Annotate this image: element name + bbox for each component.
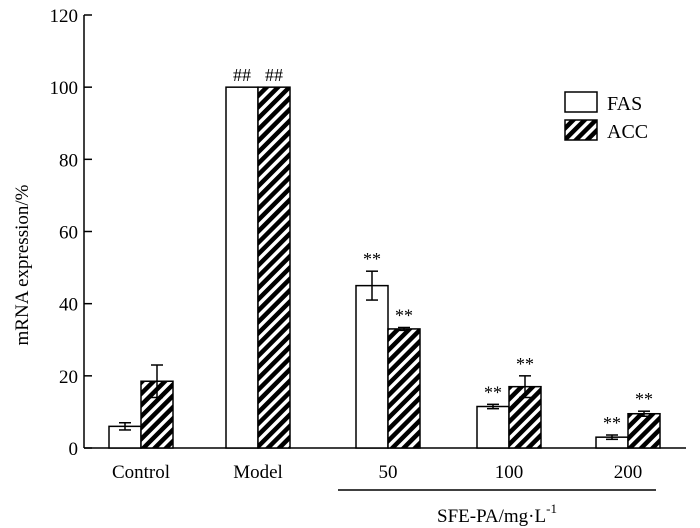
bar-acc [387,328,421,449]
significance-marker: ** [484,382,502,402]
group-label: SFE-PA/mg·L-1 [437,501,557,527]
significance-marker: ** [395,305,413,325]
significance-marker: ** [516,354,534,374]
significance-marker: ## [265,65,283,85]
x-tick-label: 200 [614,462,643,483]
significance-marker: ## [233,65,251,85]
bar-fas [476,405,510,449]
y-tick-label: 40 [59,295,78,316]
legend-label-fas: FAS [607,93,642,115]
bar-fas [225,86,259,449]
y-tick-label: 80 [59,150,78,171]
bar-acc [627,412,661,449]
group-label-main: SFE-PA/mg·L [437,506,546,527]
legend-swatch-acc [564,119,598,141]
legend-swatch-fas [564,91,598,113]
y-axis-label: mRNA expression/% [12,184,33,345]
y-tick-label: 100 [50,78,79,99]
x-tick-label: Model [233,462,283,483]
significance-marker: ** [635,389,653,409]
x-tick-label: 50 [379,462,398,483]
legend: FAS ACC [564,91,648,143]
y-tick-label: 120 [50,6,79,27]
bar-acc [257,86,291,449]
y-tick-label: 20 [59,367,78,388]
legend-label-acc: ACC [607,121,648,143]
bars: ## ## ** ** ** ** ** ** [108,65,661,449]
x-tick-label: 100 [495,462,524,483]
significance-marker: ** [363,249,381,269]
significance-marker: ** [603,413,621,433]
y-tick-label: 0 [69,439,79,460]
y-tick-label: 60 [59,223,78,244]
group-label-superscript: -1 [546,501,557,516]
bar-fas [355,284,389,449]
x-tick-label: Control [112,462,170,483]
